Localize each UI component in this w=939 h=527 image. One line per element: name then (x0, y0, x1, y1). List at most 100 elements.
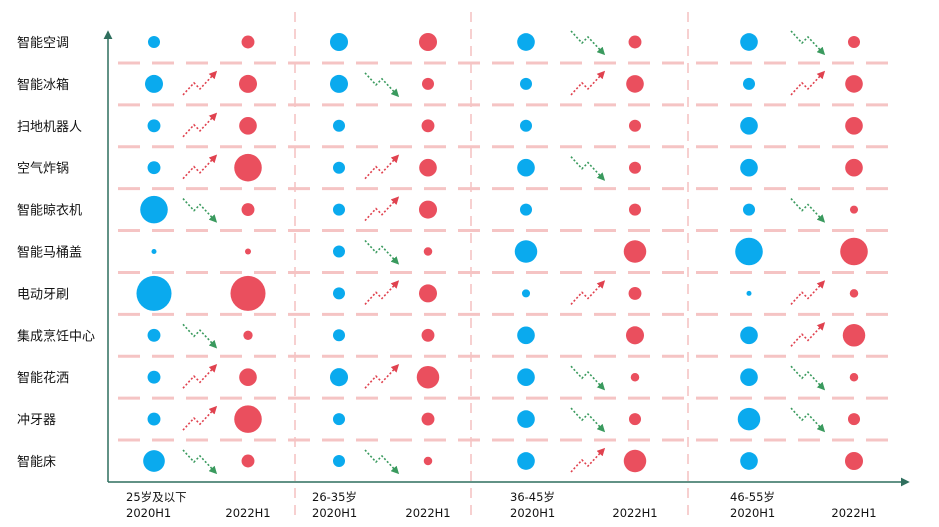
bubble-2022 (847, 413, 861, 426)
bubble-2020 (147, 161, 161, 175)
category-label: 智能空调 (17, 36, 69, 51)
trend-up-icon (570, 447, 606, 473)
trend-up-icon (790, 280, 826, 305)
bubble-2022 (628, 161, 642, 174)
category-label: 空气炸锅 (17, 161, 69, 177)
category-label: 扫地机器人 (17, 120, 82, 135)
bubble-2022 (416, 365, 440, 389)
trend-down-icon (570, 156, 606, 181)
bubble-2020 (332, 245, 346, 258)
bubble-2020 (519, 119, 533, 132)
labels: 智能空调智能冰箱扫地机器人空气炸锅智能晾衣机智能马桶盖电动牙刷集成烹饪中心智能花… (17, 36, 877, 520)
trend-down-icon (182, 323, 218, 349)
trend-up-icon (182, 154, 218, 180)
group-label: 36-45岁 (510, 490, 555, 504)
bubble-2020 (740, 326, 758, 345)
trend-up-icon (364, 196, 400, 222)
bubble-2020 (329, 32, 349, 52)
period-label-2020: 2020H1 (510, 506, 555, 520)
bubble-2022 (625, 326, 645, 345)
trend-up-icon (182, 405, 218, 431)
trend-down-icon (790, 198, 826, 223)
period-label-2020: 2020H1 (126, 506, 171, 520)
bubble-2022 (241, 203, 255, 217)
bubble-2022 (623, 240, 647, 263)
bubble-2020 (332, 161, 346, 174)
bubble-2022 (840, 237, 868, 266)
trend-down-icon (182, 449, 218, 475)
bubble-2022 (239, 116, 257, 135)
period-label-2022: 2022H1 (612, 506, 657, 520)
bubble-2022 (845, 158, 863, 177)
category-label: 电动牙刷 (17, 287, 69, 302)
trend-up-icon (570, 70, 606, 96)
trend-up-icon (364, 280, 400, 305)
bubble-2022 (418, 284, 438, 303)
bubble-2020 (332, 203, 346, 216)
bubble-2020 (517, 410, 535, 428)
bubble-2020 (517, 452, 535, 470)
period-label-2020: 2020H1 (312, 506, 357, 520)
bubble-2020 (136, 275, 172, 311)
trend-up-icon (364, 364, 400, 389)
bubble-2022 (423, 456, 433, 466)
bubble-2022 (418, 32, 438, 52)
category-label: 智能晾衣机 (17, 203, 82, 219)
group-label: 46-55岁 (730, 490, 775, 504)
bubble-2022 (623, 449, 647, 473)
trend-down-icon (364, 449, 400, 475)
bubble-2020 (143, 450, 165, 472)
trend-up-icon (182, 70, 218, 96)
category-label: 智能冰箱 (17, 77, 69, 93)
bubble-2022 (421, 412, 435, 426)
bubble-2022 (419, 158, 437, 177)
bubble-2022 (241, 454, 255, 468)
bubble-2020 (332, 287, 346, 300)
bubble-2020 (332, 413, 346, 426)
trend-down-icon (790, 407, 826, 433)
category-label: 集成烹饪中心 (17, 328, 95, 344)
bubble-2022 (628, 203, 642, 216)
group-label: 26-35岁 (312, 490, 357, 504)
bubble-2020 (740, 452, 758, 470)
bubble-2020 (740, 158, 758, 177)
period-label-2020: 2020H1 (730, 506, 775, 520)
bubble-2020 (517, 368, 535, 387)
trend-down-icon (182, 198, 218, 223)
bubble-2022 (849, 289, 859, 298)
bubble-2020 (519, 203, 533, 216)
bubble-2020 (147, 328, 161, 342)
bubble-2022 (238, 74, 258, 93)
bubble-2020 (514, 240, 538, 263)
trend-up-icon (364, 154, 400, 180)
bubble-2022 (244, 248, 252, 255)
trend-down-icon (790, 365, 826, 391)
bubble-2022 (845, 75, 863, 93)
bubble-2020 (147, 412, 161, 426)
bubble-2022 (230, 275, 266, 311)
bubble-2020 (151, 248, 157, 255)
bubble-2020 (742, 203, 756, 216)
bubble-2020 (332, 119, 346, 132)
category-label: 智能花洒 (17, 370, 69, 386)
bubble-2020 (740, 116, 758, 135)
category-label: 智能床 (17, 455, 56, 470)
bubble-2022 (628, 286, 642, 300)
bubble-2020 (332, 329, 346, 342)
bubble-2022 (842, 324, 866, 347)
bubble-2020 (144, 74, 164, 93)
bubble-2022 (845, 116, 863, 135)
bubble-2020 (746, 290, 752, 296)
trend-down-icon (364, 239, 400, 265)
bubble-2022 (847, 35, 861, 49)
bubble-2022 (423, 247, 433, 256)
category-label: 冲牙器 (17, 413, 56, 428)
bubble-2020 (147, 370, 161, 384)
trend-arrows (182, 30, 826, 475)
group-label: 25岁及以下 (126, 490, 187, 504)
bubble-2022 (421, 77, 435, 90)
grid-lines (118, 12, 890, 516)
bubble-2022 (241, 35, 255, 49)
trend-down-icon (570, 407, 606, 433)
bubble-2020 (517, 326, 535, 345)
